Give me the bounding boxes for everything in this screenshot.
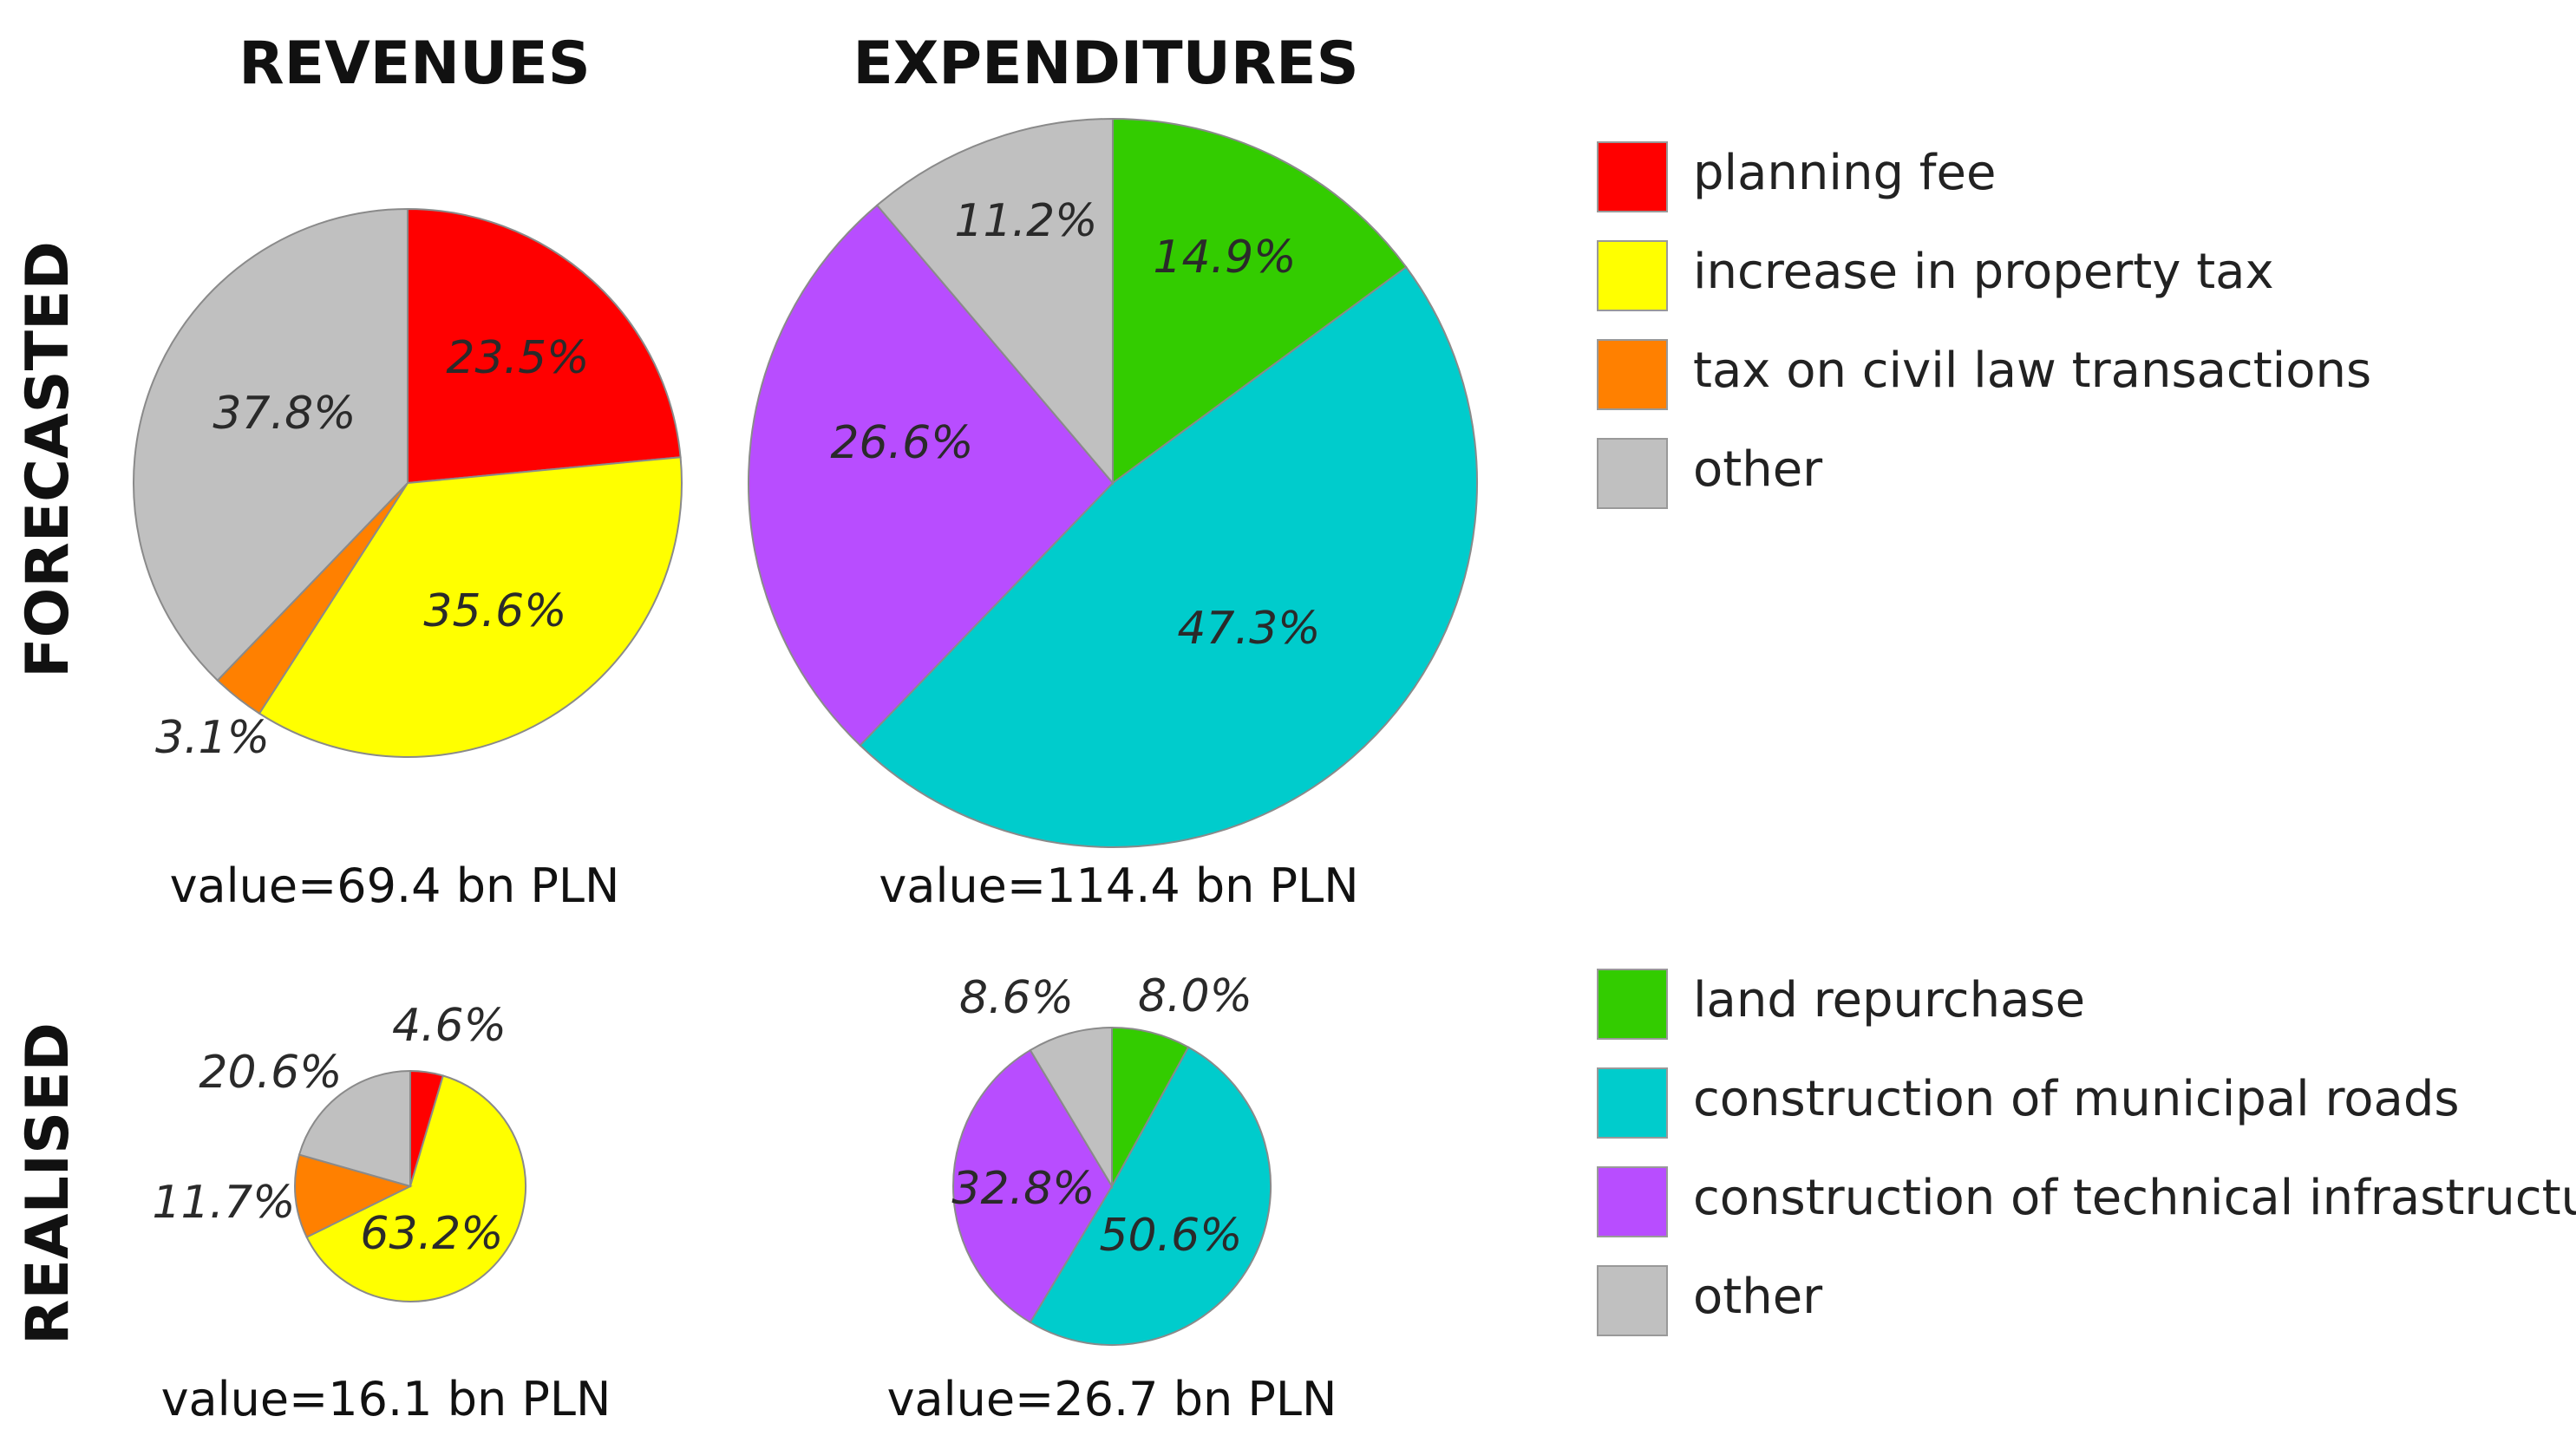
legend-swatch xyxy=(1597,240,1668,311)
legend-revenues: planning fee increase in property tax ta… xyxy=(1597,141,2371,509)
exp-realised-land-repurchase-label: 8.0% xyxy=(1138,970,1252,1022)
pie-slice-exp-realised-construction-of-technical-infrastructure xyxy=(951,1048,1114,1324)
exp-realised-technical-infra-label: 32.8% xyxy=(951,1163,1095,1215)
exp-forecast-other-label: 11.2% xyxy=(954,195,1097,247)
expenditures-forecasted-pie xyxy=(748,117,1478,848)
revenues-column-header: REVENUES xyxy=(239,29,590,98)
exp-forecast-municipal-roads-label: 47.3% xyxy=(1177,603,1320,655)
legend-label-technical-infra: construction of technical infrastructure xyxy=(1693,1170,2576,1226)
rev-forecast-total: value=69.4 bn PLN xyxy=(170,858,620,913)
legend-label-land-repurchase: land repurchase xyxy=(1693,972,2085,1028)
exp-forecast-total: value=114.4 bn PLN xyxy=(879,858,1358,913)
legend-swatch xyxy=(1597,339,1668,410)
legend-swatch xyxy=(1597,438,1668,509)
pie-slice-exp-forecast-other xyxy=(875,117,1114,486)
legend-label-planning-fee: planning fee xyxy=(1693,145,1996,201)
legend-swatch xyxy=(1597,969,1668,1040)
pie-slice-rev-forecast-planning-fee xyxy=(407,207,682,485)
exp-realised-municipal-roads-label: 50.6% xyxy=(1099,1210,1242,1262)
pie-slice-exp-realised-land-repurchase xyxy=(1111,1026,1190,1187)
revenues-realised-pie xyxy=(294,1069,526,1302)
legend-label-municipal-roads: construction of municipal roads xyxy=(1693,1071,2460,1127)
pie-slice-exp-realised-other xyxy=(1029,1026,1113,1190)
rev-realised-civil-law-label: 11.7% xyxy=(152,1177,295,1229)
legend-swatch xyxy=(1597,1265,1668,1336)
legend-swatch xyxy=(1597,141,1668,212)
legend-label-civil-law: tax on civil law transactions xyxy=(1693,343,2371,399)
legend-swatch xyxy=(1597,1166,1668,1237)
expenditures-column-header: EXPENDITURES xyxy=(853,29,1358,98)
rev-forecast-planning-fee-label: 23.5% xyxy=(446,332,589,384)
pie-slice-rev-forecast-other xyxy=(133,207,409,682)
rev-forecast-property-tax-label: 35.6% xyxy=(423,585,566,637)
expenditures-realised-pie xyxy=(951,1026,1272,1347)
rev-realised-total: value=16.1 bn PLN xyxy=(161,1372,611,1426)
exp-realised-total: value=26.7 bn PLN xyxy=(887,1372,1337,1426)
exp-realised-other-label: 8.6% xyxy=(959,972,1074,1024)
rev-forecast-civil-law-label: 3.1% xyxy=(155,712,270,764)
pie-slice-exp-forecast-construction-of-technical-infrastructure xyxy=(748,204,1115,747)
revenues-forecasted-pie xyxy=(133,207,683,758)
exp-forecast-technical-infra-label: 26.6% xyxy=(830,417,973,469)
pie-slice-rev-realised-other xyxy=(297,1069,411,1188)
pie-slice-rev-realised-tax-on-civil-law-transactions xyxy=(294,1153,413,1238)
rev-forecast-other-label: 37.8% xyxy=(212,388,356,440)
legend-label-other-revenues: other xyxy=(1693,441,1823,498)
realised-row-header: REALISED xyxy=(14,1022,82,1345)
rev-realised-other-label: 20.6% xyxy=(199,1047,342,1099)
legend-expenditures: land repurchase construction of municipa… xyxy=(1597,969,2576,1336)
rev-realised-property-tax-label: 63.2% xyxy=(360,1208,503,1260)
legend-label-other-expenditures: other xyxy=(1693,1269,1823,1325)
pie-slice-rev-forecast-increase-in-property-tax xyxy=(258,456,683,758)
pie-slice-exp-forecast-construction-of-municipal-roads xyxy=(859,265,1478,848)
forecasted-row-header: FORECASTED xyxy=(14,241,82,678)
rev-realised-planning-fee-label: 4.6% xyxy=(392,1000,507,1052)
legend-swatch xyxy=(1597,1067,1668,1139)
pie-slice-exp-realised-construction-of-municipal-roads xyxy=(1029,1046,1272,1347)
pie-slice-rev-realised-increase-in-property-tax xyxy=(305,1074,526,1302)
pie-slice-exp-forecast-land-repurchase xyxy=(1112,117,1408,485)
legend-label-property-tax: increase in property tax xyxy=(1693,244,2274,300)
exp-forecast-land-repurchase-label: 14.9% xyxy=(1153,232,1296,284)
